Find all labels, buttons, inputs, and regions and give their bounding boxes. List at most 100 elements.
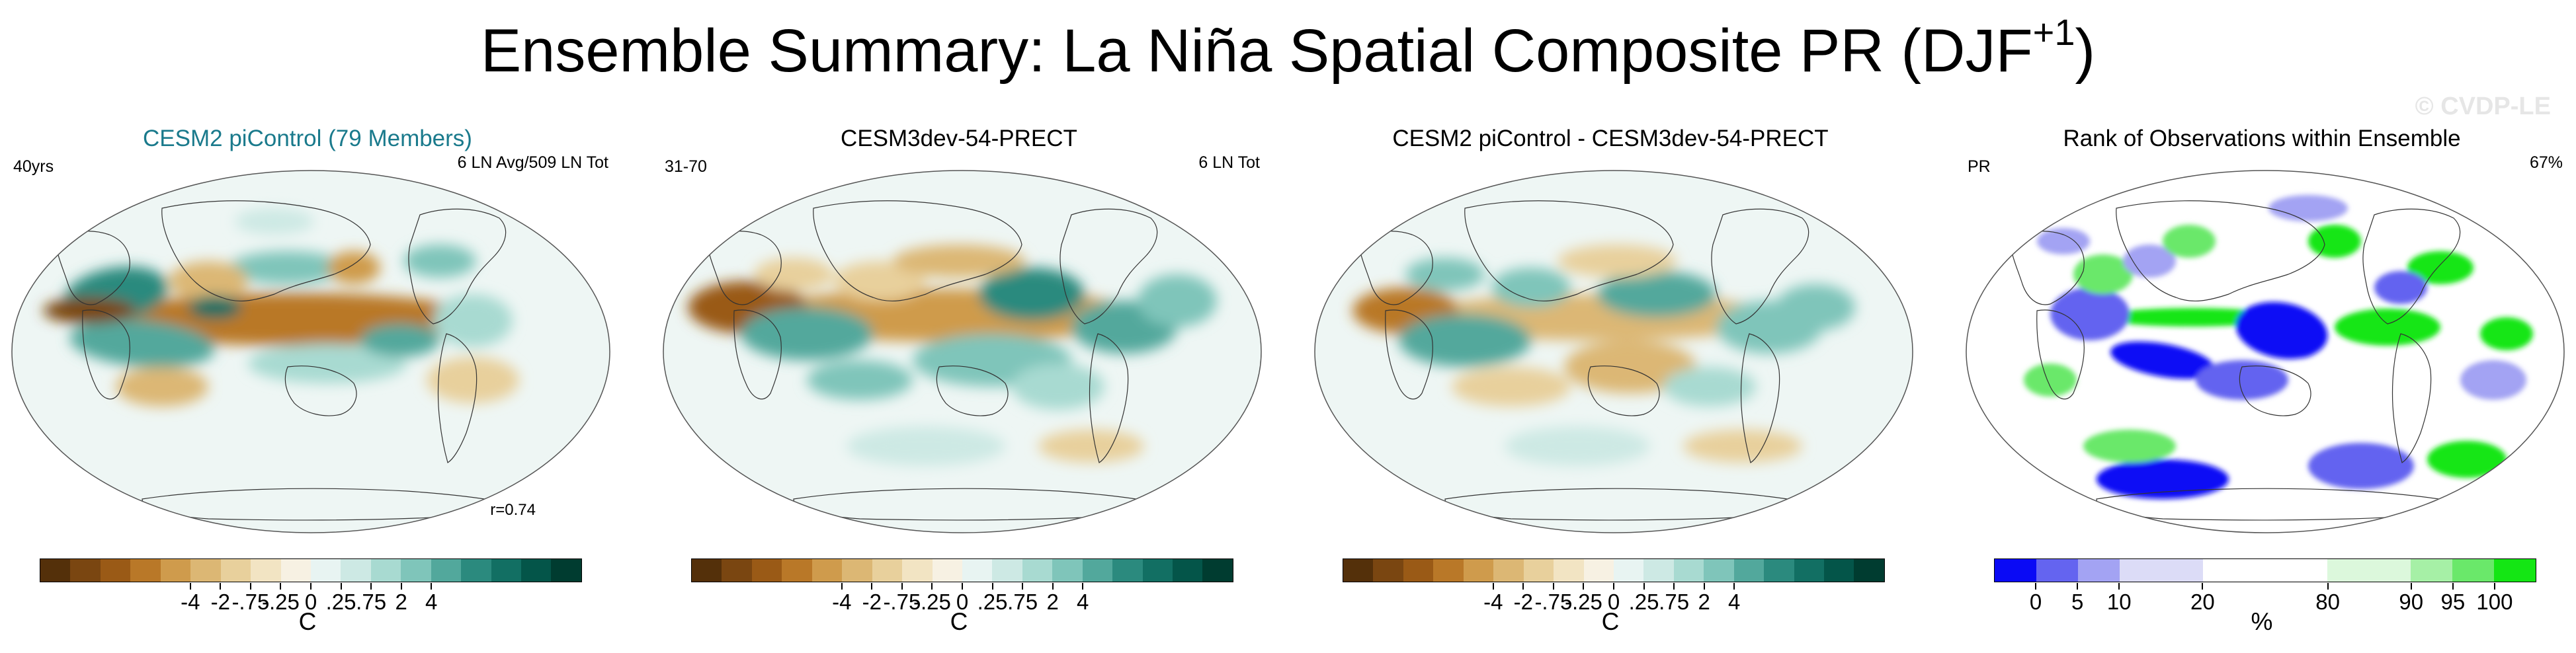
colorbar-tick-label: -.75 [231,590,270,614]
colorbar-swatch [962,559,993,582]
colorbar-tick-label: -4 [1483,590,1503,614]
anomaly-region [433,294,513,347]
colorbar-swatch [40,559,71,582]
coastline [936,365,1009,416]
colorbar-swatch [1082,559,1113,582]
colorbar-swatch [1643,559,1674,582]
coastline [813,200,1022,302]
coastline [1711,208,1809,325]
colorbar-tick-label: .25 [1628,590,1659,614]
anomaly-region [403,245,476,278]
colorbar-swatch [2452,559,2495,582]
colorbar-swatch [1202,559,1233,582]
coastline [1059,208,1158,325]
anomaly-region [2427,441,2507,478]
colorbar-tick [370,583,372,590]
pattern-correlation: r=0.74 [490,501,536,519]
colorbar-swatch [190,559,221,582]
colorbar-tick-label: 100 [2476,590,2513,614]
colorbar-swatch [220,559,251,582]
colorbar-swatch [902,559,933,582]
colorbar-tick [249,583,251,590]
coastline [2239,365,2311,416]
anomaly-region [43,297,136,324]
map-outline [1966,170,2565,533]
anomaly-region [1452,367,1571,406]
anomaly-region [2196,360,2288,400]
panel-left-label: 31-70 [665,157,707,176]
colorbar-tick [2035,583,2037,590]
anomaly-region [360,324,440,357]
coastline [437,333,478,463]
colorbar-swatch [341,559,371,582]
coastline [2362,208,2461,325]
colorbar-swatch [722,559,752,582]
anomaly-region [2272,316,2325,358]
colorbar-tick [2452,583,2454,590]
colorbar-tick [2118,583,2120,590]
colorbar-swatch [1403,559,1434,582]
panel-right-label: 6 LN Tot [1198,153,1260,172]
anomaly-region [979,268,1085,321]
colorbar-tick [1052,583,1054,590]
colorbar-swatch [2077,559,2120,582]
colorbar-swatch [1995,559,2036,582]
coastline [161,200,371,302]
map-outline [663,170,1262,533]
anomaly-region [1597,271,1716,317]
colorbar-tick-label: -2 [1513,590,1533,614]
colorbar-tick-label: -2 [862,590,882,614]
colorbar-swatch [130,559,161,582]
colorbar-tick-label: .25 [977,590,1008,614]
anomaly-region [1558,245,1677,278]
colorbar-tick-label: 80 [2315,590,2340,614]
anomaly-region [2268,195,2348,221]
anomaly-region [1138,274,1217,327]
colorbar-swatch [1554,559,1584,582]
colorbar-tick [1082,583,1084,590]
world-map [663,170,1262,533]
coastline [2036,309,2085,400]
anomaly-region [2374,271,2427,304]
anomaly-region [893,245,1025,278]
colorbar-tick-label: 2 [1046,590,1059,614]
colorbar-swatch [1142,559,1173,582]
colorbar-tick-label: .75 [1659,590,1690,614]
coastline [82,309,130,400]
colorbar-tick [1613,583,1614,590]
colorbar-swatch [1704,559,1734,582]
colorbar-swatch [2161,559,2203,582]
colorbar-swatch [1173,559,1203,582]
anomaly-region [847,426,1005,466]
colorbar-tick [1492,583,1494,590]
anomaly-region [1038,430,1144,463]
colorbar-swatch [1613,559,1644,582]
colorbar-swatch [751,559,782,582]
colorbar-tick [1703,583,1705,590]
colorbar-swatch [431,559,462,582]
anomaly-region [327,251,380,284]
colorbar-tick-label: 4 [1077,590,1089,614]
colorbar-tick-label: 20 [2190,590,2215,614]
anomaly-region [1491,268,1571,307]
colorbar-swatch [1112,559,1143,582]
colorbar-swatch [521,559,552,582]
anomaly-region [2308,225,2361,258]
colorbar-tick [2077,583,2079,590]
colorbar-tick [991,583,993,590]
colorbar-tick [1643,583,1645,590]
colorbar [691,558,1233,582]
colorbar-tick [1673,583,1675,590]
map-panel-2: CESM3dev-54-PRECT 31-70 6 LN Tot -4 -2 -.75 -.… [651,119,1267,648]
colorbar-tick-label: 2 [395,590,407,614]
colorbar-tick-label: 0 [956,590,969,614]
colorbar-tick [1522,583,1524,590]
colorbar [1994,558,2536,582]
colorbar-tick-label: 0 [2029,590,2042,614]
colorbar-tick-label: 2 [1698,590,1710,614]
colorbar-swatch [1373,559,1403,582]
colorbar-swatch [1493,559,1524,582]
world-map [1966,170,2565,533]
panel-right-label: 6 LN Avg/509 LN Tot [457,153,608,172]
colorbar-swatch [2286,559,2328,582]
